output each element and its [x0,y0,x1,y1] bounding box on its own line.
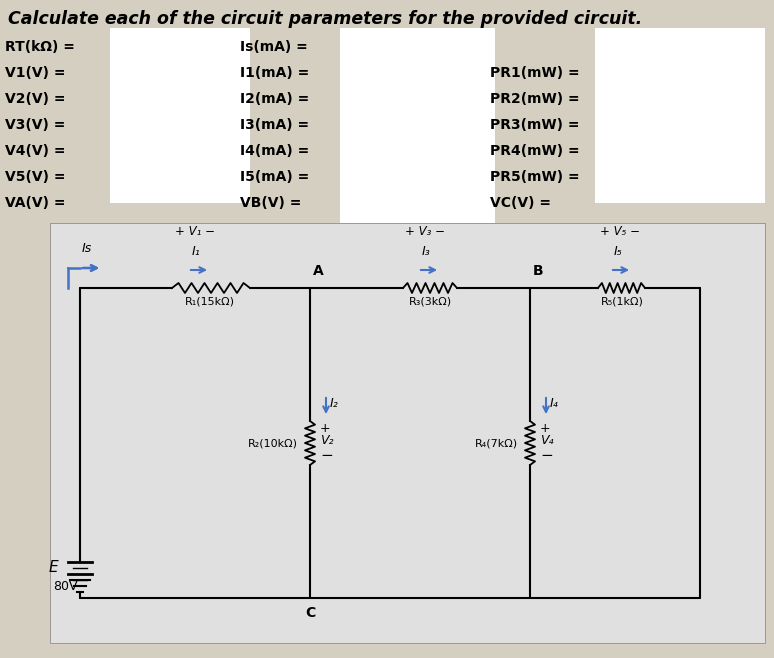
Text: C: C [305,606,315,620]
Text: 80V: 80V [53,580,78,592]
Text: Is: Is [82,242,92,255]
Text: −: − [320,449,333,463]
Text: V₄: V₄ [540,434,553,447]
Text: Calculate each of the circuit parameters for the provided circuit.: Calculate each of the circuit parameters… [8,10,642,28]
Text: I₄: I₄ [550,397,559,410]
Text: I₃: I₃ [422,245,430,258]
Text: R₃(3kΩ): R₃(3kΩ) [409,296,451,306]
FancyBboxPatch shape [50,223,765,643]
Text: PR4(mW) =: PR4(mW) = [490,144,580,158]
FancyBboxPatch shape [110,28,250,203]
Text: PR2(mW) =: PR2(mW) = [490,92,580,106]
Text: PR1(mW) =: PR1(mW) = [490,66,580,80]
FancyBboxPatch shape [340,28,495,223]
Text: I4(mA) =: I4(mA) = [240,144,310,158]
Text: I3(mA) =: I3(mA) = [240,118,309,132]
Text: I1(mA) =: I1(mA) = [240,66,310,80]
Text: I₁: I₁ [192,245,200,258]
Text: I2(mA) =: I2(mA) = [240,92,310,106]
Text: + V₅ −: + V₅ − [600,225,640,238]
Text: R₁(15kΩ): R₁(15kΩ) [185,296,235,306]
Text: + V₁ −: + V₁ − [175,225,215,238]
Text: I5(mA) =: I5(mA) = [240,170,310,184]
Text: R₄(7kΩ): R₄(7kΩ) [475,438,518,448]
Text: + V₃ −: + V₃ − [405,225,445,238]
Text: +: + [320,422,330,434]
Text: VB(V) =: VB(V) = [240,196,301,210]
Text: V3(V) =: V3(V) = [5,118,65,132]
Text: I₅: I₅ [614,245,622,258]
Text: PR3(mW) =: PR3(mW) = [490,118,580,132]
Text: R₂(10kΩ): R₂(10kΩ) [248,438,298,448]
Text: Is(mA) =: Is(mA) = [240,40,308,54]
Text: E: E [48,561,58,576]
Text: −: − [540,449,553,463]
Text: V1(V) =: V1(V) = [5,66,66,80]
Text: B: B [533,264,543,278]
Text: +: + [540,422,550,434]
Text: I₂: I₂ [330,397,339,410]
Text: V4(V) =: V4(V) = [5,144,66,158]
Text: RT(kΩ) =: RT(kΩ) = [5,40,75,54]
Text: VC(V) =: VC(V) = [490,196,551,210]
Text: A: A [313,264,324,278]
Text: V5(V) =: V5(V) = [5,170,66,184]
Text: R₅(1kΩ): R₅(1kΩ) [601,296,643,306]
Text: PR5(mW) =: PR5(mW) = [490,170,580,184]
Text: VA(V) =: VA(V) = [5,196,66,210]
Text: V2(V) =: V2(V) = [5,92,66,106]
FancyBboxPatch shape [595,28,765,203]
Text: V₂: V₂ [320,434,334,447]
